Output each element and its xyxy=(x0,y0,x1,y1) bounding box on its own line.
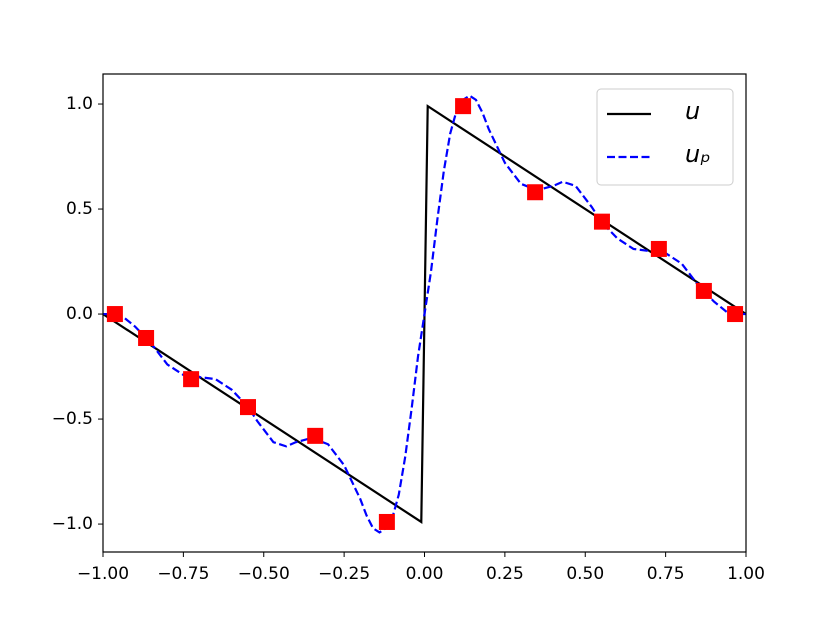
marker xyxy=(727,306,744,323)
marker xyxy=(183,371,200,388)
legend-box xyxy=(596,88,734,186)
marker xyxy=(650,240,667,257)
x-tick-label: 0.50 xyxy=(566,564,604,584)
y-tick-label: −1.0 xyxy=(52,514,93,534)
x-tick-label: 0.00 xyxy=(406,564,444,584)
marker xyxy=(307,427,324,444)
marker xyxy=(138,329,155,346)
marker xyxy=(106,306,123,323)
x-tick-label: −0.75 xyxy=(157,564,209,584)
y-tick-label: 0.5 xyxy=(66,199,93,219)
marker xyxy=(378,513,395,530)
marker xyxy=(695,282,712,299)
x-tick-label: −0.50 xyxy=(238,564,290,584)
x-tick-label: 0.25 xyxy=(486,564,524,584)
x-tick-label: 1.00 xyxy=(727,564,765,584)
plot-frame xyxy=(102,73,747,553)
x-tick-label: −1.00 xyxy=(77,564,129,584)
y-tick-label: −0.5 xyxy=(52,409,93,429)
marker xyxy=(455,98,472,115)
y-tick-label: 1.0 xyxy=(66,94,93,114)
marker xyxy=(593,213,610,230)
x-tick-label: 0.75 xyxy=(647,564,685,584)
line xyxy=(103,94,746,534)
marker xyxy=(239,399,256,416)
marker xyxy=(527,184,544,201)
legend-label: u xyxy=(685,97,700,125)
x-tick-label: −0.25 xyxy=(318,564,370,584)
legend-label: uₚ xyxy=(685,140,711,168)
y-tick-label: 0.0 xyxy=(66,304,93,324)
